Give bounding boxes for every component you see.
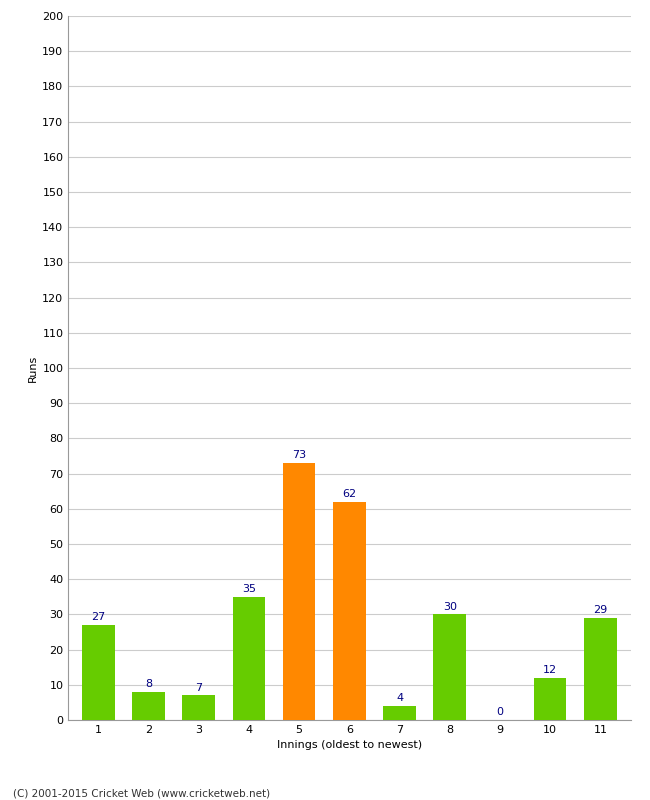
Text: 4: 4 <box>396 693 403 703</box>
Bar <box>333 502 366 720</box>
Text: 0: 0 <box>497 707 504 717</box>
X-axis label: Innings (oldest to newest): Innings (oldest to newest) <box>277 741 422 750</box>
Text: 73: 73 <box>292 450 306 460</box>
Text: (C) 2001-2015 Cricket Web (www.cricketweb.net): (C) 2001-2015 Cricket Web (www.cricketwe… <box>13 788 270 798</box>
Text: 8: 8 <box>145 679 152 689</box>
Text: 12: 12 <box>543 665 557 675</box>
Bar <box>384 706 416 720</box>
Bar <box>233 597 265 720</box>
Text: 62: 62 <box>343 489 356 499</box>
Text: 35: 35 <box>242 584 256 594</box>
Bar <box>584 618 617 720</box>
Bar <box>82 625 114 720</box>
Y-axis label: Runs: Runs <box>28 354 38 382</box>
Bar <box>132 692 165 720</box>
Bar <box>434 614 466 720</box>
Text: 29: 29 <box>593 605 608 615</box>
Text: 7: 7 <box>195 682 202 693</box>
Bar <box>283 463 315 720</box>
Bar <box>183 695 215 720</box>
Text: 27: 27 <box>91 612 105 622</box>
Bar <box>534 678 567 720</box>
Text: 30: 30 <box>443 602 457 611</box>
